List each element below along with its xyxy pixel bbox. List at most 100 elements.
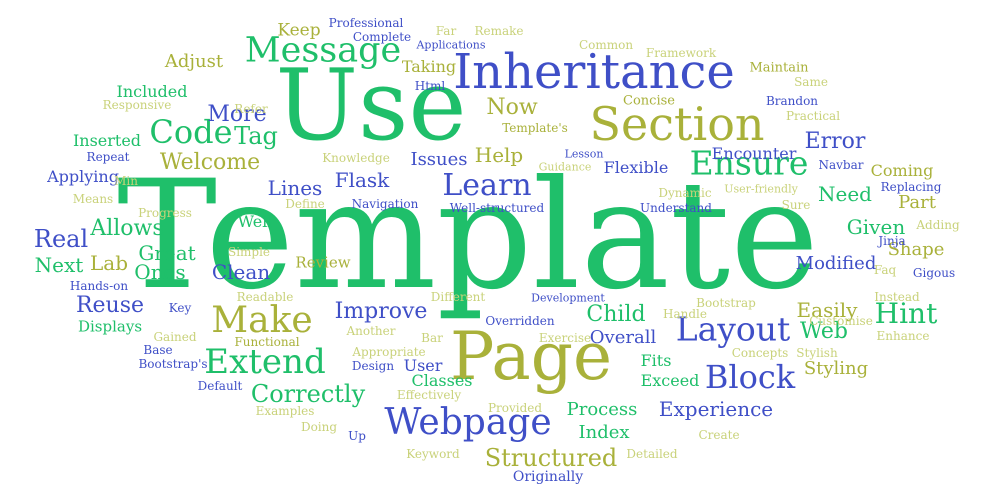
word: Coming: [870, 161, 934, 180]
word: Section: [589, 97, 765, 151]
word: Next: [34, 253, 84, 277]
word: Bootstrap's: [138, 357, 208, 371]
word: Review: [295, 253, 351, 272]
word: Fits: [640, 351, 672, 370]
word: Shape: [887, 239, 945, 260]
word: Dynamic: [658, 186, 712, 200]
word: Issues: [410, 149, 468, 170]
word: Improve: [334, 299, 428, 324]
word: Development: [531, 291, 605, 305]
word: Now: [486, 95, 538, 120]
word: Key: [168, 301, 192, 315]
word: Detailed: [626, 447, 678, 461]
word: User-friendly: [724, 182, 798, 196]
word: Bootstrap: [696, 296, 756, 310]
word: Reuse: [75, 293, 145, 318]
word: Knowledge: [322, 151, 390, 165]
word: Block: [704, 358, 796, 396]
word: Concepts: [731, 346, 789, 360]
word: Given: [846, 215, 906, 239]
word: Handle: [663, 307, 707, 321]
word: Refer: [234, 102, 268, 116]
word: Classes: [411, 371, 473, 390]
word: Webpage: [384, 402, 552, 443]
word: Error: [804, 129, 866, 154]
word: Remake: [474, 24, 524, 38]
word: Adjust: [164, 51, 224, 72]
word: Enhance: [876, 329, 930, 343]
word: Ensure: [689, 143, 809, 183]
word: Replacing: [880, 180, 942, 194]
word: Index: [578, 422, 630, 443]
word: Professional: [328, 16, 404, 30]
word: Gigous: [912, 266, 956, 280]
word: Welcome: [159, 150, 261, 175]
word: More: [207, 102, 267, 127]
word: Applications: [416, 38, 486, 52]
word: Create: [698, 428, 740, 442]
word: Appropriate: [352, 345, 426, 359]
word: Same: [794, 75, 828, 89]
word: Far: [435, 24, 457, 38]
word: Included: [116, 82, 188, 101]
word: Guidance: [538, 160, 592, 174]
word: Learn: [442, 168, 532, 203]
word: Easily: [796, 298, 858, 322]
word: Displays: [77, 317, 143, 336]
word: Keyword: [406, 447, 460, 461]
word: Template's: [502, 121, 568, 135]
word: Part: [898, 192, 936, 213]
word: Responsive: [102, 98, 172, 112]
word: Taking: [401, 57, 457, 76]
word: Tag: [234, 122, 278, 150]
word: Great: [138, 241, 196, 265]
word: Progress: [138, 206, 192, 220]
word: Maintain: [749, 60, 809, 76]
word: Instead: [874, 290, 920, 304]
word: Simple: [227, 245, 271, 259]
word: Real: [33, 225, 89, 253]
word: Base: [143, 343, 173, 357]
word: Jinja: [878, 234, 906, 248]
word: Message: [244, 30, 402, 71]
word: Keep: [277, 20, 321, 41]
word: Well-structured: [449, 201, 545, 215]
word: Lines: [267, 176, 323, 200]
word: Default: [197, 379, 243, 393]
word: Allows: [90, 216, 164, 241]
word: Up: [348, 429, 366, 443]
word: Inserted: [72, 131, 142, 150]
word: Practical: [785, 109, 841, 123]
word: Modified: [795, 253, 877, 274]
word: Common: [578, 38, 634, 52]
word: Lab: [89, 251, 129, 275]
word: Child: [586, 302, 646, 327]
word: Help: [474, 143, 524, 167]
word: Applying: [47, 167, 119, 186]
word: Bar: [421, 331, 443, 345]
word: Means: [72, 192, 114, 206]
word: Template: [117, 149, 819, 323]
word: Doing: [300, 420, 338, 434]
word: Complete: [352, 30, 412, 44]
word: Gained: [153, 330, 197, 344]
word: Overall: [589, 327, 657, 348]
word: Another: [346, 324, 396, 338]
word: User: [403, 356, 443, 375]
word: Stylish: [796, 346, 838, 360]
word: Faq: [873, 263, 897, 277]
word: Repeat: [86, 150, 130, 164]
word: Web: [800, 319, 848, 344]
word: Make: [211, 300, 313, 341]
word: Examples: [255, 404, 315, 418]
word: Framework: [645, 46, 717, 60]
word: Min: [114, 174, 138, 188]
word: Flask: [334, 168, 390, 192]
word: Originally: [512, 469, 584, 485]
word: Process: [566, 399, 638, 420]
word: Styling: [803, 358, 869, 379]
word: Experience: [658, 397, 774, 421]
word: Sure: [781, 198, 811, 212]
word: Clean: [211, 260, 271, 284]
word: Layout: [675, 309, 791, 349]
